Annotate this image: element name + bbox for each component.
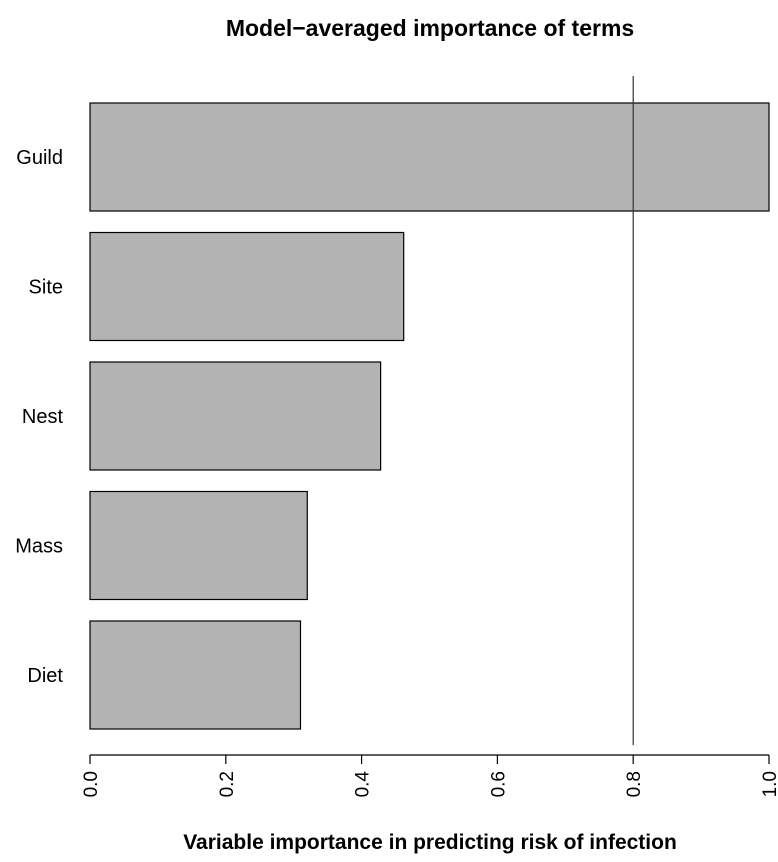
- bars-layer: [89, 102, 770, 730]
- x-axis: 0.0 0.2 0.4 0.6 0.8 1.0: [81, 754, 778, 798]
- x-tick-label: 0.6: [488, 771, 509, 797]
- x-tick-label: 0.0: [81, 771, 102, 797]
- bar-mass: [89, 490, 308, 601]
- x-tick-label: 0.8: [624, 771, 645, 797]
- category-labels: Guild Site Nest Mass Diet: [15, 147, 63, 687]
- bar-nest: [89, 361, 382, 471]
- category-label-site: Site: [29, 277, 63, 299]
- x-axis-label: Variable importance in predicting risk o…: [183, 831, 677, 854]
- category-label-nest: Nest: [22, 406, 64, 428]
- bar-site: [89, 231, 405, 342]
- category-label-diet: Diet: [27, 665, 63, 687]
- bar-diet: [89, 620, 302, 730]
- category-label-mass: Mass: [15, 536, 63, 558]
- x-tick-label: 1.0: [760, 771, 778, 797]
- category-label-guild: Guild: [16, 147, 63, 169]
- bar-guild: [89, 102, 770, 212]
- chart-title: Model−averaged importance of terms: [226, 15, 634, 41]
- x-tick-label: 0.4: [353, 771, 374, 798]
- x-tick-label: 0.2: [217, 771, 238, 797]
